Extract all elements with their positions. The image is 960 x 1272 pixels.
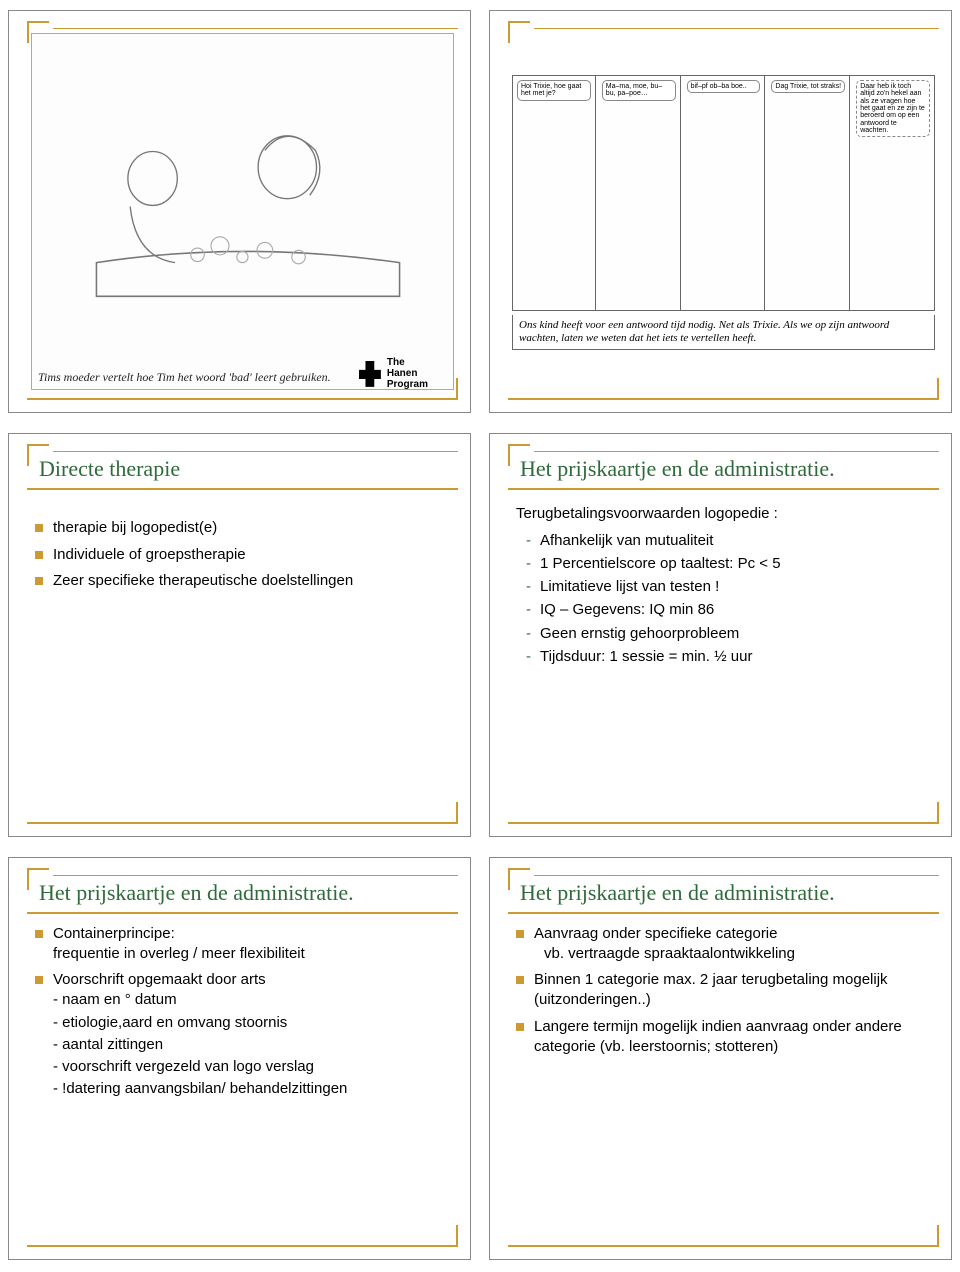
top-rule [534,28,939,29]
dash-item: Limitatieve lijst van testen ! [526,577,931,597]
bullet-item: Binnen 1 categorie max. 2 jaar terugbeta… [516,970,931,1011]
corner-ornament-br [436,802,458,824]
footer-rule [508,398,939,400]
footer-rule [27,398,458,400]
top-rule [53,28,458,29]
slide-body: Containerprincipe: frequentie in overleg… [27,922,458,1245]
illustration-caption: Tims moeder vertelt hoe Tim het woord 'b… [38,370,331,385]
footer-rule [508,822,939,824]
hanen-icon [359,361,381,387]
footer-rule [27,1245,458,1247]
speech-bubble: bif–pf ob–ba boe.. [687,80,761,93]
slide-6: Het prijskaartje en de administratie. Aa… [489,857,952,1260]
speech-bubble: Ma–ma, moe, bu–bu, pa–poe… [602,80,676,101]
bullet-label: Voorschrift opgemaakt door arts [53,971,266,988]
slide-body: therapie bij logopedist(e) Individuele o… [27,498,458,821]
bullet-item: Containerprincipe: frequentie in overleg… [35,924,450,965]
dash-item: IQ – Gegevens: IQ min 86 [526,600,931,620]
top-rule [534,451,939,452]
bullet-item: Aanvraag onder specifieke categorie vb. … [516,924,931,965]
hanen-logo: The Hanen Program [359,357,428,390]
dash-item: 1 Percentielscore op taaltest: Pc < 5 [526,554,931,574]
slide-5: Het prijskaartje en de administratie. Co… [8,857,471,1260]
bullet-sub: - naam en ° datum [53,990,450,1010]
title-rule [508,912,939,914]
corner-ornament-br [436,1225,458,1247]
hanen-text-1: The [387,357,428,368]
top-rule [53,451,458,452]
hanen-text-3: Program [387,379,428,390]
corner-ornament-br [436,378,458,400]
bullet-sub: - voorschrift vergezeld van logo verslag [53,1057,450,1077]
bullet-sub: vb. vertraagde spraaktaalontwikkeling [544,944,931,964]
bullet-sub: - aantal zittingen [53,1035,450,1055]
footer-rule [508,1245,939,1247]
hanen-text-2: Hanen [387,368,428,379]
corner-ornament [27,444,49,466]
corner-ornament-br [917,378,939,400]
bullet-label: Containerprincipe: [53,925,175,942]
dash-item: Afhankelijk van mutualiteit [526,531,931,551]
slide-title: Het prijskaartje en de administratie. [520,880,939,906]
bullet-sub: frequentie in overleg / meer flexibilite… [53,944,450,964]
bullet-sub: - !datering aanvangsbilan/ behandelzitti… [53,1079,450,1099]
slide-body: Terugbetalingsvoorwaarden logopedie : Af… [508,498,939,821]
top-rule [53,875,458,876]
slide-grid: Tims moeder vertelt hoe Tim het woord 'b… [8,10,952,1260]
corner-ornament [508,868,530,890]
slide-1: Tims moeder vertelt hoe Tim het woord 'b… [8,10,471,413]
title-rule [27,912,458,914]
bullet-sub: - etiologie,aard en omvang stoornis [53,1013,450,1033]
slide-3: Directe therapie therapie bij logopedist… [8,433,471,836]
bullet-item: Langere termijn mogelijk indien aanvraag… [516,1017,931,1058]
comic-panel-1: Hoi Trixie, hoe gaat het met je? [513,76,596,310]
bullet-label: Aanvraag onder specifieke categorie [534,925,778,942]
title-rule [27,488,458,490]
bullet-item: Individuele of groepstherapie [35,545,450,565]
comic-strip: Hoi Trixie, hoe gaat het met je? Ma–ma, … [512,41,935,394]
illustration-bathtub: Tims moeder vertelt hoe Tim het woord 'b… [31,33,454,390]
sketch-placeholder [74,70,411,354]
corner-ornament-br [917,802,939,824]
top-rule [534,875,939,876]
bullet-item: therapie bij logopedist(e) [35,518,450,538]
corner-ornament [508,444,530,466]
comic-panel-3: bif–pf ob–ba boe.. [683,76,766,310]
speech-bubble: Hoi Trixie, hoe gaat het met je? [517,80,591,101]
slide-title: Het prijskaartje en de administratie. [520,456,939,482]
thought-bubble: Daar heb ik toch altijd zo'n hekel aan a… [856,80,930,137]
comic-panel-5: Daar heb ik toch altijd zo'n hekel aan a… [852,76,934,310]
comic-panel-2: Ma–ma, moe, bu–bu, pa–poe… [598,76,681,310]
slide-2: Hoi Trixie, hoe gaat het met je? Ma–ma, … [489,10,952,413]
corner-ornament [508,21,530,43]
comic-row: Hoi Trixie, hoe gaat het met je? Ma–ma, … [512,75,935,311]
dash-item: Geen ernstig gehoorprobleem [526,624,931,644]
slide-4: Het prijskaartje en de administratie. Te… [489,433,952,836]
corner-ornament [27,868,49,890]
dash-item: Tijdsduur: 1 sessie = min. ½ uur [526,647,931,667]
title-rule [508,488,939,490]
comic-panel-4: Dag Trixie, tot straks! [767,76,850,310]
comic-caption: Ons kind heeft voor een antwoord tijd no… [512,315,935,350]
bullet-item: Voorschrift opgemaakt door arts - naam e… [35,970,450,1100]
bullet-item: Zeer specifieke therapeutische doelstell… [35,571,450,591]
slide-title: Het prijskaartje en de administratie. [39,880,458,906]
corner-ornament-br [917,1225,939,1247]
speech-bubble: Dag Trixie, tot straks! [771,80,845,93]
slide-title: Directe therapie [39,456,458,482]
lead-text: Terugbetalingsvoorwaarden logopedie : [516,504,931,524]
slide-body: Aanvraag onder specifieke categorie vb. … [508,922,939,1245]
footer-rule [27,822,458,824]
